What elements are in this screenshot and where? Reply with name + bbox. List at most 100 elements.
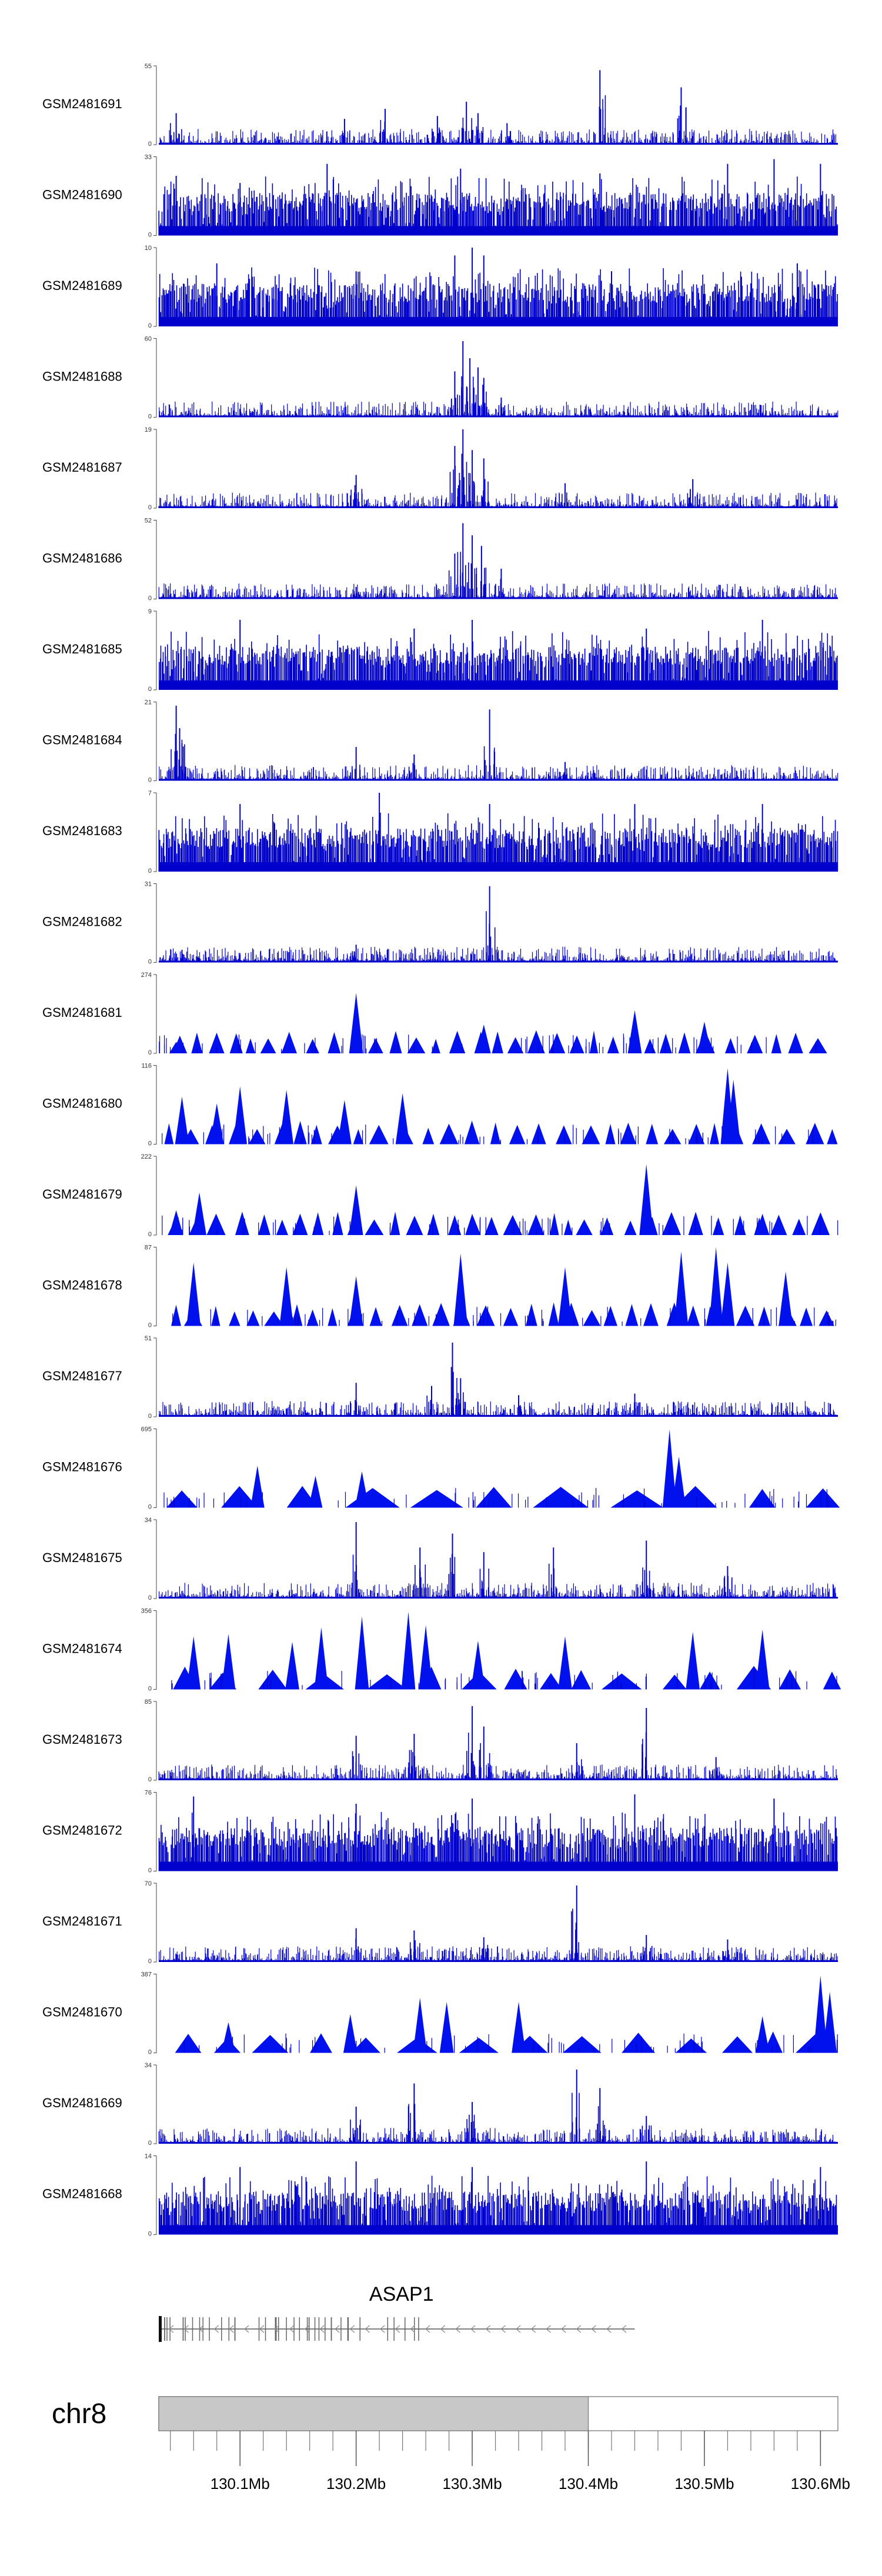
strand-arrow xyxy=(304,2325,310,2333)
track-label: GSM2481689 xyxy=(42,278,122,293)
signal-peak xyxy=(349,1276,363,1326)
y-max-label: 274 xyxy=(141,972,152,979)
signal-peak xyxy=(755,1629,770,1690)
track-GSM2481676: GSM2481676 695 0 xyxy=(42,1426,840,1511)
signal-triangle xyxy=(345,1488,400,1508)
strand-arrow xyxy=(410,2325,415,2333)
gene-track: ASAP1 xyxy=(159,2283,635,2342)
signal-triangle xyxy=(563,1219,573,1235)
axis-tick-label: 130.2Mb xyxy=(326,2475,386,2492)
y-min-label: 0 xyxy=(148,686,152,693)
signal-triangle xyxy=(582,1125,600,1144)
signal-triangle xyxy=(389,1031,402,1053)
signal-triangle xyxy=(749,1489,776,1508)
strand-arrow xyxy=(591,2325,596,2333)
signal-triangle xyxy=(332,1212,343,1235)
signal-bars xyxy=(158,946,838,963)
signal-triangle xyxy=(600,1217,614,1235)
y-max-label: 51 xyxy=(145,1335,152,1342)
signal-triangle xyxy=(369,1125,389,1144)
signal-base xyxy=(159,1960,838,1962)
signal-triangle xyxy=(171,1304,181,1326)
y-min-label: 0 xyxy=(148,141,152,148)
track-label: GSM2481686 xyxy=(42,551,122,566)
signal-peak xyxy=(349,993,363,1053)
signal-bars xyxy=(159,1583,838,1599)
ideogram-highlight-region xyxy=(158,2396,589,2431)
signal-triangle xyxy=(248,1129,266,1144)
signal-triangle xyxy=(576,1219,593,1235)
signal-triangle xyxy=(464,1120,480,1144)
track-label: GSM2481674 xyxy=(42,1641,122,1656)
signal-triangle xyxy=(164,1123,174,1144)
signal-triangle xyxy=(448,1215,462,1235)
signal-triangle xyxy=(509,1125,526,1144)
signal-triangle xyxy=(752,1123,771,1144)
strand-arrow xyxy=(546,2325,551,2333)
gene-model-asap1 xyxy=(159,2316,635,2342)
strand-arrow xyxy=(485,2325,491,2333)
strand-arrow xyxy=(621,2325,627,2333)
signal-peak xyxy=(823,1991,837,2053)
signal-triangle xyxy=(459,2037,499,2053)
track-label: GSM2481679 xyxy=(42,1187,122,1202)
axis-tick-label: 130.1Mb xyxy=(211,2475,270,2492)
signal-peak xyxy=(175,1096,189,1144)
signal-triangle xyxy=(476,1487,512,1508)
signal-triangle xyxy=(643,1303,659,1326)
track-GSM2481685: GSM2481685 9 0 xyxy=(42,608,838,693)
signal-base xyxy=(159,779,838,781)
signal-triangle xyxy=(549,1033,566,1053)
strand-arrow xyxy=(199,2325,204,2333)
signal-base xyxy=(159,680,838,690)
signal-bars xyxy=(159,1946,838,1962)
strand-arrow xyxy=(470,2325,476,2333)
y-max-label: 87 xyxy=(145,1244,152,1252)
y-min-label: 0 xyxy=(148,1504,152,1511)
signal-peak xyxy=(674,1252,689,1326)
strand-arrow xyxy=(440,2325,446,2333)
signal-triangle xyxy=(605,1123,616,1144)
signal-triangle xyxy=(422,1127,435,1144)
signal-peak xyxy=(221,2022,236,2053)
y-max-label: 14 xyxy=(145,2153,152,2160)
signal-triangle xyxy=(492,1031,503,1053)
signal-peak xyxy=(221,1634,236,1690)
y-max-label: 7 xyxy=(148,790,152,797)
signal-peak xyxy=(627,1010,642,1053)
strand-arrow xyxy=(425,2325,430,2333)
signal-triangle xyxy=(823,1671,841,1690)
track-GSM2481679: GSM2481679 222 0 xyxy=(42,1153,838,1238)
signal-triangle xyxy=(229,1311,240,1326)
signal-base xyxy=(159,1597,838,1599)
signal-triangle xyxy=(710,1123,720,1144)
y-max-label: 9 xyxy=(148,608,152,615)
signal-peak xyxy=(779,1272,793,1326)
signal-triangle xyxy=(328,1308,338,1326)
signal-base xyxy=(159,316,838,326)
strand-arrow xyxy=(244,2325,249,2333)
signal-triangle xyxy=(662,1674,687,1690)
strand-arrow xyxy=(274,2325,279,2333)
signal-bars xyxy=(159,765,838,781)
signal-triangle xyxy=(527,1214,544,1235)
y-max-label: 34 xyxy=(145,2062,152,2069)
y-max-label: 356 xyxy=(141,1608,152,1615)
y-max-label: 85 xyxy=(145,1699,152,1706)
signal-triangle xyxy=(533,1487,589,1508)
signal-peak xyxy=(726,1079,741,1144)
strand-arrow xyxy=(530,2325,536,2333)
signal-triangle xyxy=(602,1673,642,1690)
track-GSM2481690: GSM2481690 33 0 xyxy=(42,154,838,239)
y-min-label: 0 xyxy=(148,1231,152,1238)
signal-triangle xyxy=(589,1030,599,1053)
signal-peak xyxy=(755,1213,770,1235)
y-max-label: 695 xyxy=(141,1426,152,1433)
signal-base xyxy=(159,2225,838,2235)
signal-triangle xyxy=(310,1125,322,1144)
axis-tick-label: 130.3Mb xyxy=(442,2475,502,2492)
signal-triangle xyxy=(351,2037,380,2053)
signal-triangle xyxy=(407,1037,426,1053)
signal-base xyxy=(159,1415,838,1417)
